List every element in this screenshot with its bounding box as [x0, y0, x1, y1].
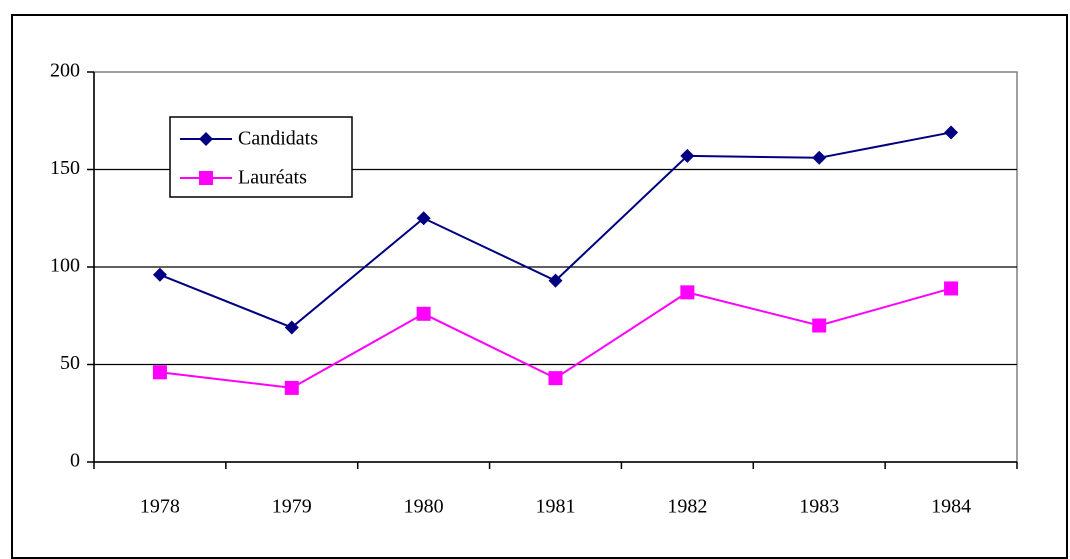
legend-label: Candidats — [238, 128, 318, 150]
y-tick-label: 200 — [50, 60, 80, 82]
marker — [548, 273, 563, 288]
marker — [680, 148, 695, 163]
marker — [284, 320, 299, 335]
x-tick-label: 1984 — [931, 496, 971, 518]
y-tick-label: 100 — [50, 255, 80, 277]
marker — [284, 380, 299, 395]
marker — [812, 150, 827, 165]
x-tick-label: 1979 — [272, 496, 312, 518]
x-tick-label: 1978 — [140, 496, 180, 518]
marker — [152, 267, 167, 282]
marker — [152, 365, 167, 380]
marker — [680, 285, 695, 300]
x-tick-label: 1981 — [536, 496, 576, 518]
y-tick-label: 150 — [50, 157, 80, 179]
x-tick-label: 1983 — [799, 496, 839, 518]
legend-marker — [199, 171, 213, 185]
y-tick-label: 0 — [70, 450, 80, 472]
marker — [548, 371, 563, 386]
legend-label: Lauréats — [238, 167, 307, 189]
y-tick-label: 50 — [60, 352, 80, 374]
x-tick-label: 1980 — [404, 496, 444, 518]
marker — [416, 306, 431, 321]
x-tick-label: 1982 — [667, 496, 707, 518]
legend-marker — [199, 132, 213, 146]
marker — [944, 281, 959, 296]
marker — [416, 211, 431, 226]
marker — [944, 125, 959, 140]
marker — [812, 318, 827, 333]
